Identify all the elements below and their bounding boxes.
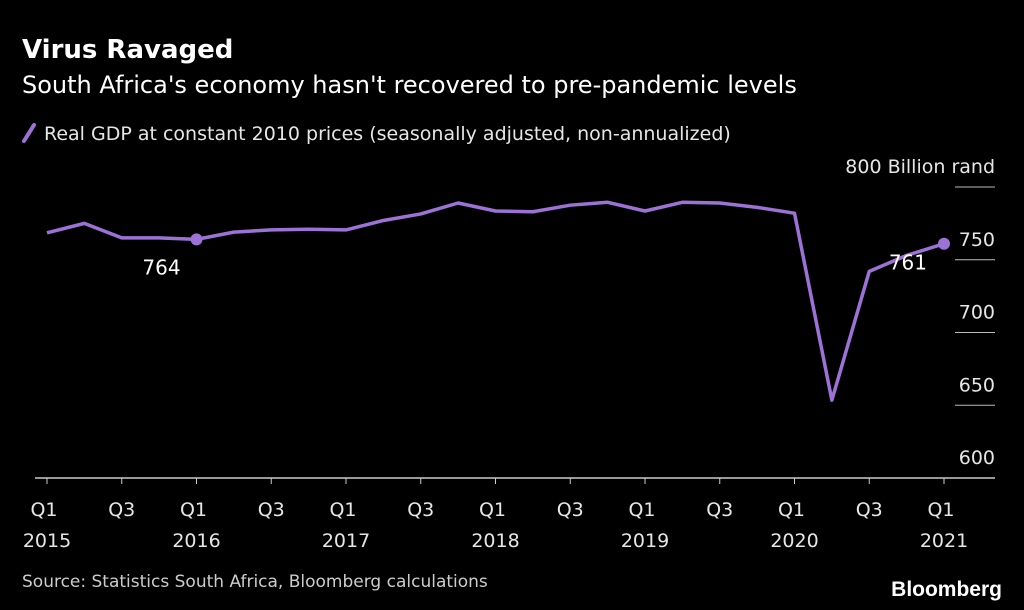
data-line — [46, 200, 945, 402]
x-tick-label: Q1 2017 — [322, 499, 370, 552]
source: Source: Statistics South Africa, Bloombe… — [22, 572, 488, 592]
y-tick-label: 750 — [959, 229, 995, 251]
legend-label: Real GDP at constant 2010 prices (season… — [44, 123, 731, 145]
x-tick-label: Q1 2018 — [471, 499, 519, 552]
x-tick-label: Q3 — [258, 499, 285, 521]
x-tick-label: Q3 — [108, 499, 135, 521]
y-tick-label: 700 — [959, 302, 995, 324]
data-point — [938, 237, 950, 250]
x-tick-label: Q3 — [557, 499, 584, 521]
value-label: 761 — [889, 251, 927, 275]
y-tick-label: 650 — [959, 374, 995, 396]
x-tick-label: Q3 — [706, 499, 733, 521]
x-tick-label: Q1 2020 — [770, 499, 818, 552]
brand: Bloomberg — [891, 578, 1002, 601]
x-tick-label: Q1 2021 — [920, 499, 968, 552]
x-tick-label: Q3 — [407, 499, 434, 521]
y-tick-label: 600 — [959, 447, 995, 469]
x-tick-label: Q1 2019 — [621, 499, 669, 552]
legend-swatch — [22, 123, 36, 143]
x-tick-label: Q1 2015 — [23, 499, 71, 552]
value-label: 764 — [142, 255, 180, 279]
data-point — [190, 233, 203, 246]
chart-subtitle: South Africa's economy hasn't recovered … — [22, 71, 797, 99]
chart-title: Virus Ravaged — [22, 35, 233, 65]
x-tick-label: Q3 — [856, 499, 883, 521]
y-tick-label: 800 Billion rand — [845, 156, 995, 178]
x-tick-label: Q1 2016 — [172, 499, 220, 552]
